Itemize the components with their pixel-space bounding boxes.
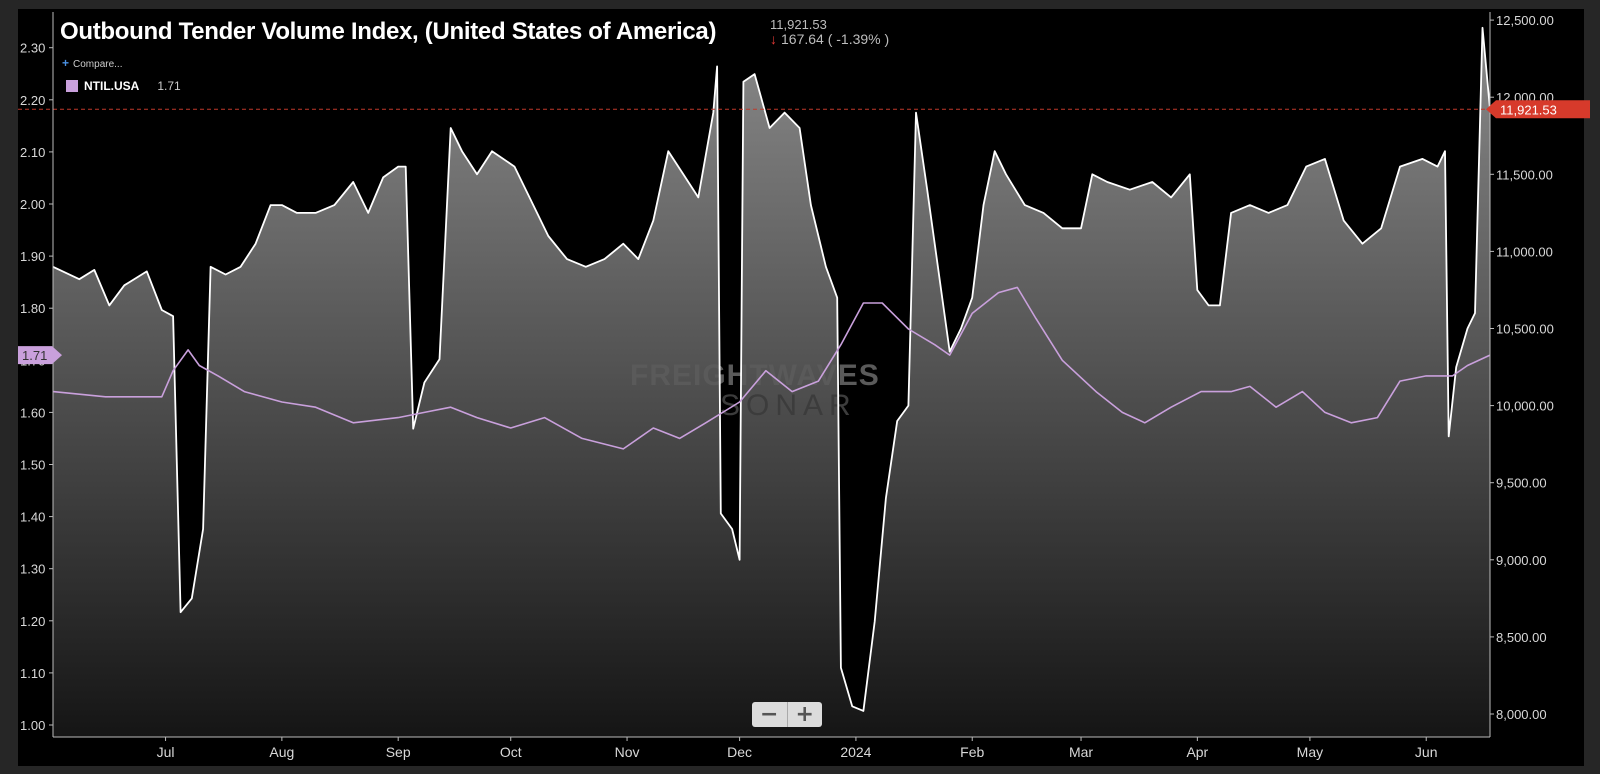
x-tick-label: Sep <box>386 744 411 760</box>
price-change: ↓ 167.64 ( -1.39% ) <box>770 31 889 47</box>
zoom-in-button[interactable]: + <box>788 702 823 727</box>
x-tick-label: Dec <box>727 744 752 760</box>
right-tick-label: 9,000.00 <box>1496 553 1547 568</box>
zoom-control: − + <box>752 702 822 727</box>
left-tick-label: 2.00 <box>20 197 45 212</box>
left-tick-label: 1.20 <box>20 614 45 629</box>
left-tick-label: 1.50 <box>20 458 45 473</box>
left-value-tag <box>18 346 62 365</box>
x-tick-label: Feb <box>960 744 984 760</box>
x-tick-label: Jun <box>1415 744 1438 760</box>
x-tick-label: Aug <box>269 744 294 760</box>
left-tick-label: 1.80 <box>20 301 45 316</box>
right-tick-label: 10,500.00 <box>1496 322 1554 337</box>
left-tick-label: 1.10 <box>20 666 45 681</box>
compare-label: Compare... <box>73 59 123 70</box>
watermark-line1: FREIGHTWAVES <box>630 359 880 392</box>
left-tick-label: 1.30 <box>20 562 45 577</box>
left-tick-label: 2.10 <box>20 145 45 160</box>
current-value-tag <box>1486 100 1590 119</box>
right-tick-label: 10,000.00 <box>1496 399 1554 414</box>
price-change-value: 167.64 ( -1.39% ) <box>781 31 890 47</box>
otvi-area <box>53 27 1490 738</box>
plus-icon: + <box>62 56 70 70</box>
right-tick-label: 12,500.00 <box>1496 13 1554 28</box>
legend-ntil[interactable]: NTIL.USA 1.71 <box>66 79 181 93</box>
right-tick-label: 8,500.00 <box>1496 630 1547 645</box>
otvi-line[interactable] <box>52 26 1491 712</box>
right-tick-label: 11,000.00 <box>1496 244 1553 259</box>
x-tick-label: Apr <box>1186 744 1208 760</box>
zoom-out-button[interactable]: − <box>752 702 788 727</box>
left-tick-label: 1.90 <box>20 249 45 264</box>
chart-title: Outbound Tender Volume Index, (United St… <box>60 18 717 45</box>
current-value-tag-label: 11,921.53 <box>1500 102 1557 117</box>
x-tick-label: Mar <box>1069 744 1093 760</box>
right-tick-label: 8,000.00 <box>1496 707 1547 722</box>
down-arrow-icon: ↓ <box>770 31 777 47</box>
left-tick-label: 2.30 <box>20 41 45 56</box>
x-tick-label: Jul <box>157 744 175 760</box>
left-tick-label: 1.40 <box>20 510 45 525</box>
right-tick-label: 11,500.00 <box>1496 167 1553 182</box>
x-tick-label: Oct <box>500 744 522 760</box>
legend-swatch <box>66 80 78 92</box>
ntil-line[interactable] <box>52 286 1491 450</box>
left-tick-label: 2.20 <box>20 93 45 108</box>
left-tick-label: 1.60 <box>20 405 45 420</box>
left-value-tag-label: 1.71 <box>22 348 47 363</box>
current-price: 11,921.53 <box>770 17 827 32</box>
right-tick-label: 9,500.00 <box>1496 476 1547 491</box>
x-tick-label: 2024 <box>840 744 871 760</box>
compare-button[interactable]: + Compare... <box>62 56 122 70</box>
x-tick-label: Nov <box>615 744 640 760</box>
legend-name: NTIL.USA <box>84 79 140 93</box>
legend-value: 1.71 <box>157 79 181 93</box>
x-tick-label: May <box>1297 744 1323 760</box>
left-tick-label: 1.00 <box>20 718 45 733</box>
